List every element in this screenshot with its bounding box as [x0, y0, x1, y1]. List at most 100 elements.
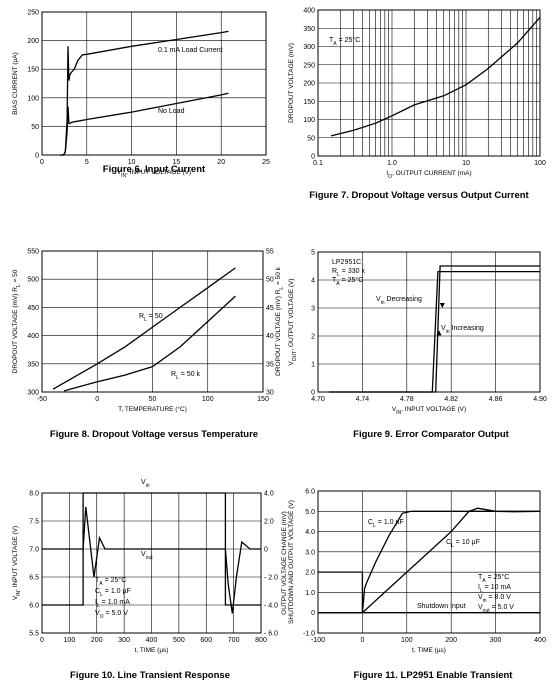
x-tick-label: 200 [91, 637, 103, 644]
x-tick-label: 0 [40, 637, 44, 644]
series-line-1 [329, 265, 540, 393]
y-tick-label: 350 [303, 26, 315, 33]
y-tick-label: 150 [27, 67, 39, 74]
chart-8: -50 0 50 100 150 300 350 400 450 500 550 30 35 40 45 50… [12, 249, 285, 441]
y-right-tick-label: 35 [266, 361, 274, 368]
y-tick-label: 5.0 [305, 509, 315, 516]
y-tick-label: 4.0 [305, 529, 315, 536]
x-tick-label: -50 [37, 396, 47, 403]
figure-caption: Figure 8. Dropout Voltage versus Tempera… [50, 429, 258, 440]
y-tick-label: 3 [311, 306, 315, 313]
y-axis-label: SHUTDOWN AND OUTPUT VOLTAGE (V) [288, 500, 295, 624]
chart-11: -100 0 100 200 300 400 -1.0 0 1.0 2.0 3.0 4.0 5.0 6.0… [288, 489, 546, 682]
annotation-label: CL = 1.0 µF [95, 588, 131, 598]
annotation-label: RL = 50 k [171, 371, 201, 381]
y-tick-label: 400 [303, 8, 315, 15]
series-line-1 [330, 16, 541, 137]
x-tick-label: 15 [173, 159, 181, 166]
x-tick-label: 400 [534, 637, 546, 644]
x-tick-label: 100 [401, 637, 413, 644]
annotation-label: Vin Increasing [441, 325, 484, 335]
chart-7: 0.1 1.0 10 100 0 50 100 150 200 250 300 350 400 IO, O… [288, 8, 546, 202]
x-tick-label: 150 [257, 396, 269, 403]
x-tick-label: 100 [202, 396, 214, 403]
y-right-tick-label: - 4.0 [264, 603, 278, 610]
y-tick-label: 0 [311, 390, 315, 397]
x-tick-label: 50 [149, 396, 157, 403]
x-tick-label: 800 [255, 637, 267, 644]
y-tick-label: -1.0 [303, 631, 315, 638]
figure-caption: Figure 6. Input Current [103, 164, 206, 175]
x-tick-label: 100 [534, 160, 546, 167]
y-tick-label: 300 [27, 390, 39, 397]
annotation-label: 0.1 mA Load Current [158, 47, 223, 54]
x-axis-label: VIN, INPUT VOLTAGE (V) [117, 169, 191, 179]
series-line-2 [63, 295, 236, 392]
annotation-label: IL = 1.0 mA [95, 599, 130, 609]
y-axis-label: VOUT, OUTPUT VOLTAGE (V) [288, 278, 298, 365]
y-axis-label: VIN, INPUT VOLTAGE (V) [12, 526, 22, 600]
figure-caption: Figure 9. Error Comparator Output [353, 429, 510, 440]
y-tick-label: 0 [311, 610, 315, 617]
series-line-2 [42, 506, 261, 614]
x-tick-label: 4.90 [533, 396, 547, 403]
y-tick-label: 8.0 [29, 491, 39, 498]
x-tick-label: 20 [217, 159, 225, 166]
x-tick-label: 0 [40, 159, 44, 166]
y-tick-label: 6.0 [29, 603, 39, 610]
x-tick-label: 300 [118, 637, 130, 644]
x-tick-label: 700 [228, 637, 240, 644]
series-line-2 [318, 507, 541, 614]
annotation-label: Vin Decreasing [376, 296, 422, 306]
y-tick-label: 1 [311, 362, 315, 369]
annotation-label: RL = 50 [139, 313, 163, 323]
y-right-tick-label: 2.0 [264, 519, 274, 526]
x-axis-label: t, TIME (µs) [135, 647, 169, 654]
x-tick-label: 10 [128, 159, 136, 166]
x-axis-label: VIN, INPUT VOLTAGE (V) [392, 406, 466, 416]
annotation-label: CL = 10 µF [446, 539, 480, 549]
y-tick-label: 500 [27, 277, 39, 284]
y-tick-label: 150 [303, 99, 315, 106]
x-tick-label: 5 [85, 159, 89, 166]
y-tick-label: 2.0 [305, 570, 315, 577]
annotation-label: TA = 25°C [332, 276, 363, 287]
y-right-axis-label: OUTPUT VOLTAGE CHANGE (mV) [281, 511, 288, 615]
figure-caption: Figure 10. Line Transient Response [70, 670, 230, 681]
plot-frame [41, 250, 264, 393]
x-tick-label: 0 [95, 396, 99, 403]
annotation-label: TA = 25°C [95, 576, 126, 587]
x-tick-label: 1.0 [387, 160, 397, 167]
y-tick-label: 250 [303, 62, 315, 69]
x-tick-label: -100 [311, 637, 325, 644]
series-line-1 [318, 510, 540, 614]
chart-10: 0 100 200 300 400 500 600 700 800 5.5 6.0 6.5 7.0 7.5… [12, 479, 288, 681]
y-right-tick-label: 0 [264, 547, 268, 554]
y-tick-label: 200 [303, 81, 315, 88]
arrow-down-icon [436, 330, 442, 336]
x-tick-label: 10 [462, 160, 470, 167]
y-tick-label: 6.5 [29, 575, 39, 582]
x-tick-label: 0 [360, 637, 364, 644]
y-right-tick-label: 45 [266, 305, 274, 312]
y-tick-label: 4 [311, 278, 315, 285]
y-right-axis-label: DROPOUT VOLTAGE (mV) RL = 50 k [275, 266, 285, 376]
x-tick-label: 300 [490, 637, 502, 644]
y-tick-label: 300 [303, 44, 315, 51]
y-tick-label: 400 [27, 333, 39, 340]
x-tick-label: 4.82 [444, 396, 458, 403]
x-tick-label: 25 [262, 159, 270, 166]
annotation-label: CL = 1.0 µF [368, 519, 404, 529]
y-tick-label: 50 [307, 135, 315, 142]
y-tick-label: 200 [27, 38, 39, 45]
x-tick-label: 200 [445, 637, 457, 644]
figure-caption: Figure 11. LP2951 Enable Transient [354, 670, 514, 681]
figure-caption: Figure 7. Dropout Voltage versus Output … [309, 190, 529, 201]
series-line-3 [318, 571, 540, 614]
series-line-2 [59, 92, 229, 156]
annotation-label: No Load [158, 108, 185, 115]
annotation-label: RL = 330 k [332, 268, 365, 278]
annotation-label: Vin = 8.0 V [478, 594, 511, 604]
y-tick-label: 100 [303, 117, 315, 124]
